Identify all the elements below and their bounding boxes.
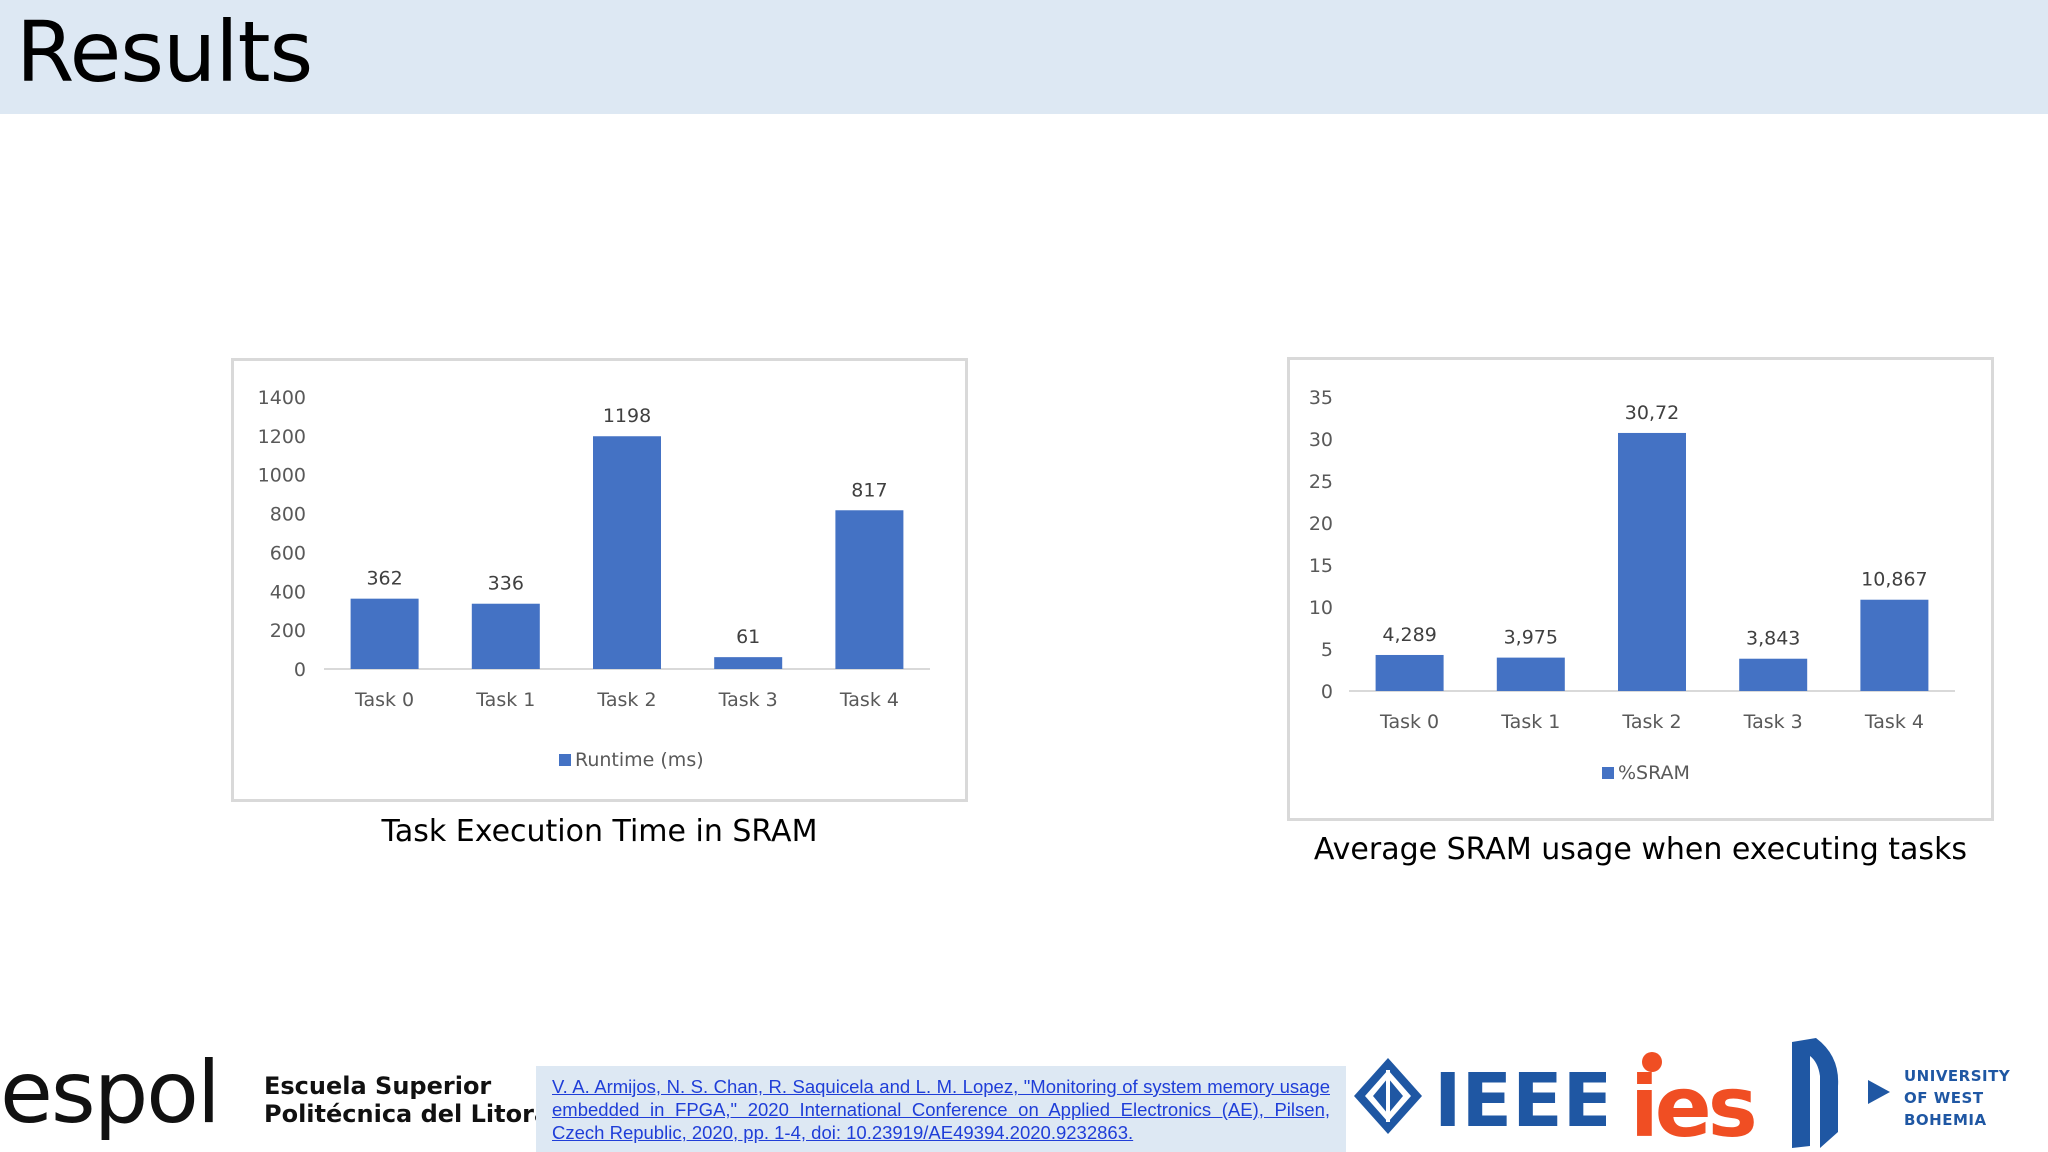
uwb-line1: UNIVERSITY xyxy=(1904,1067,2011,1085)
y-tick-label: 200 xyxy=(270,620,306,642)
data-label: 817 xyxy=(851,479,887,501)
data-label: 336 xyxy=(488,573,524,595)
data-label: 61 xyxy=(736,626,760,648)
data-label: 4,289 xyxy=(1382,624,1436,646)
ieee-logo-text: IEEE xyxy=(1434,1058,1606,1144)
chart-svg: 0 5 10 15 20 25 30 35 4,289 Task 0 3,975 Task 1 30,7… xyxy=(1309,387,1955,784)
y-tick-label: 800 xyxy=(270,504,306,526)
legend-label: %SRAM xyxy=(1618,762,1690,784)
y-tick-label: 10 xyxy=(1309,597,1333,619)
bar xyxy=(1860,599,1929,691)
x-tick-label: Task 4 xyxy=(1864,711,1924,733)
y-tick-label: 25 xyxy=(1309,471,1333,493)
x-tick-label: Task 4 xyxy=(839,689,899,711)
y-tick-label: 1400 xyxy=(258,387,306,409)
ieee-diamond-icon xyxy=(1354,1058,1422,1134)
uwb-logo xyxy=(1792,1038,1890,1148)
runtime-chart: 0 200 400 600 800 1000 1200 1400 362 Task 0 336 Tas… xyxy=(231,358,968,802)
bar xyxy=(1739,658,1808,691)
x-tick-label: Task 3 xyxy=(718,689,778,711)
runtime-chart-caption: Task Execution Time in SRAM xyxy=(381,814,818,849)
ies-flame-icon xyxy=(1642,1052,1662,1072)
y-tick-label: 20 xyxy=(1309,513,1333,535)
bar xyxy=(1618,432,1686,691)
x-tick-label: Task 1 xyxy=(475,689,535,711)
x-tick-label: Task 0 xyxy=(354,689,414,711)
legend-swatch xyxy=(559,754,571,766)
y-tick-label: 15 xyxy=(1309,555,1333,577)
espol-logo: espol xyxy=(0,1043,221,1143)
uwb-mark-icon xyxy=(1792,1038,1839,1148)
espol-institution-name: Escuela Superior Politécnica del Litoral xyxy=(264,1072,558,1128)
bar xyxy=(714,657,783,669)
uwb-arrow-icon xyxy=(1868,1080,1890,1104)
bar xyxy=(1496,657,1565,691)
chart-svg: 0 200 400 600 800 1000 1200 1400 362 Task 0 336 Tas… xyxy=(258,387,930,771)
y-tick-label: 600 xyxy=(270,542,306,564)
y-tick-label: 35 xyxy=(1309,387,1333,409)
espol-wordmark: espol xyxy=(0,1043,219,1143)
y-tick-label: 1000 xyxy=(258,465,306,487)
y-tick-label: 400 xyxy=(270,581,306,603)
slide-title: Results xyxy=(16,3,313,101)
citation-link[interactable]: V. A. Armijos, N. S. Chan, R. Saquicela … xyxy=(536,1066,1346,1152)
data-label: 30,72 xyxy=(1625,402,1679,424)
bar xyxy=(835,510,904,669)
legend-swatch xyxy=(1602,767,1614,779)
data-label: 10,867 xyxy=(1861,569,1927,591)
legend-label: Runtime (ms) xyxy=(575,749,704,771)
data-label: 362 xyxy=(366,568,402,590)
bar xyxy=(1375,654,1444,691)
bar xyxy=(593,436,661,669)
uwb-name: UNIVERSITY OF WEST BOHEMIA xyxy=(1904,1065,2048,1131)
y-tick-label: 0 xyxy=(294,659,306,681)
bar xyxy=(350,598,419,669)
title-bar: Results xyxy=(0,0,2048,114)
uwb-line2: OF WEST BOHEMIA xyxy=(1904,1089,1987,1129)
y-tick-label: 0 xyxy=(1321,681,1333,703)
x-tick-label: Task 1 xyxy=(1500,711,1560,733)
data-label: 3,843 xyxy=(1746,628,1800,650)
ieee-logo: IEEE xyxy=(1354,1058,1606,1144)
ies-logo: ies xyxy=(1630,1052,1759,1152)
x-tick-label: Task 2 xyxy=(1621,711,1681,733)
bar xyxy=(471,603,540,669)
x-tick-label: Task 3 xyxy=(1743,711,1803,733)
espol-name-line2: Politécnica del Litoral xyxy=(264,1100,559,1128)
x-tick-label: Task 0 xyxy=(1379,711,1439,733)
data-label: 3,975 xyxy=(1504,627,1558,649)
sram-chart-caption: Average SRAM usage when executing tasks xyxy=(1313,832,1968,867)
espol-name-line1: Escuela Superior xyxy=(264,1072,492,1100)
sram-chart: 0 5 10 15 20 25 30 35 4,289 Task 0 3,975 Task 1 30,7… xyxy=(1287,357,1994,821)
ies-logo-text: ies xyxy=(1630,1058,1755,1152)
x-tick-label: Task 2 xyxy=(596,689,656,711)
data-label: 1198 xyxy=(603,405,651,427)
legend: %SRAM xyxy=(1602,762,1690,784)
y-tick-label: 1200 xyxy=(258,426,306,448)
y-tick-label: 30 xyxy=(1309,429,1333,451)
legend: Runtime (ms) xyxy=(559,749,704,771)
y-tick-label: 5 xyxy=(1321,639,1333,661)
